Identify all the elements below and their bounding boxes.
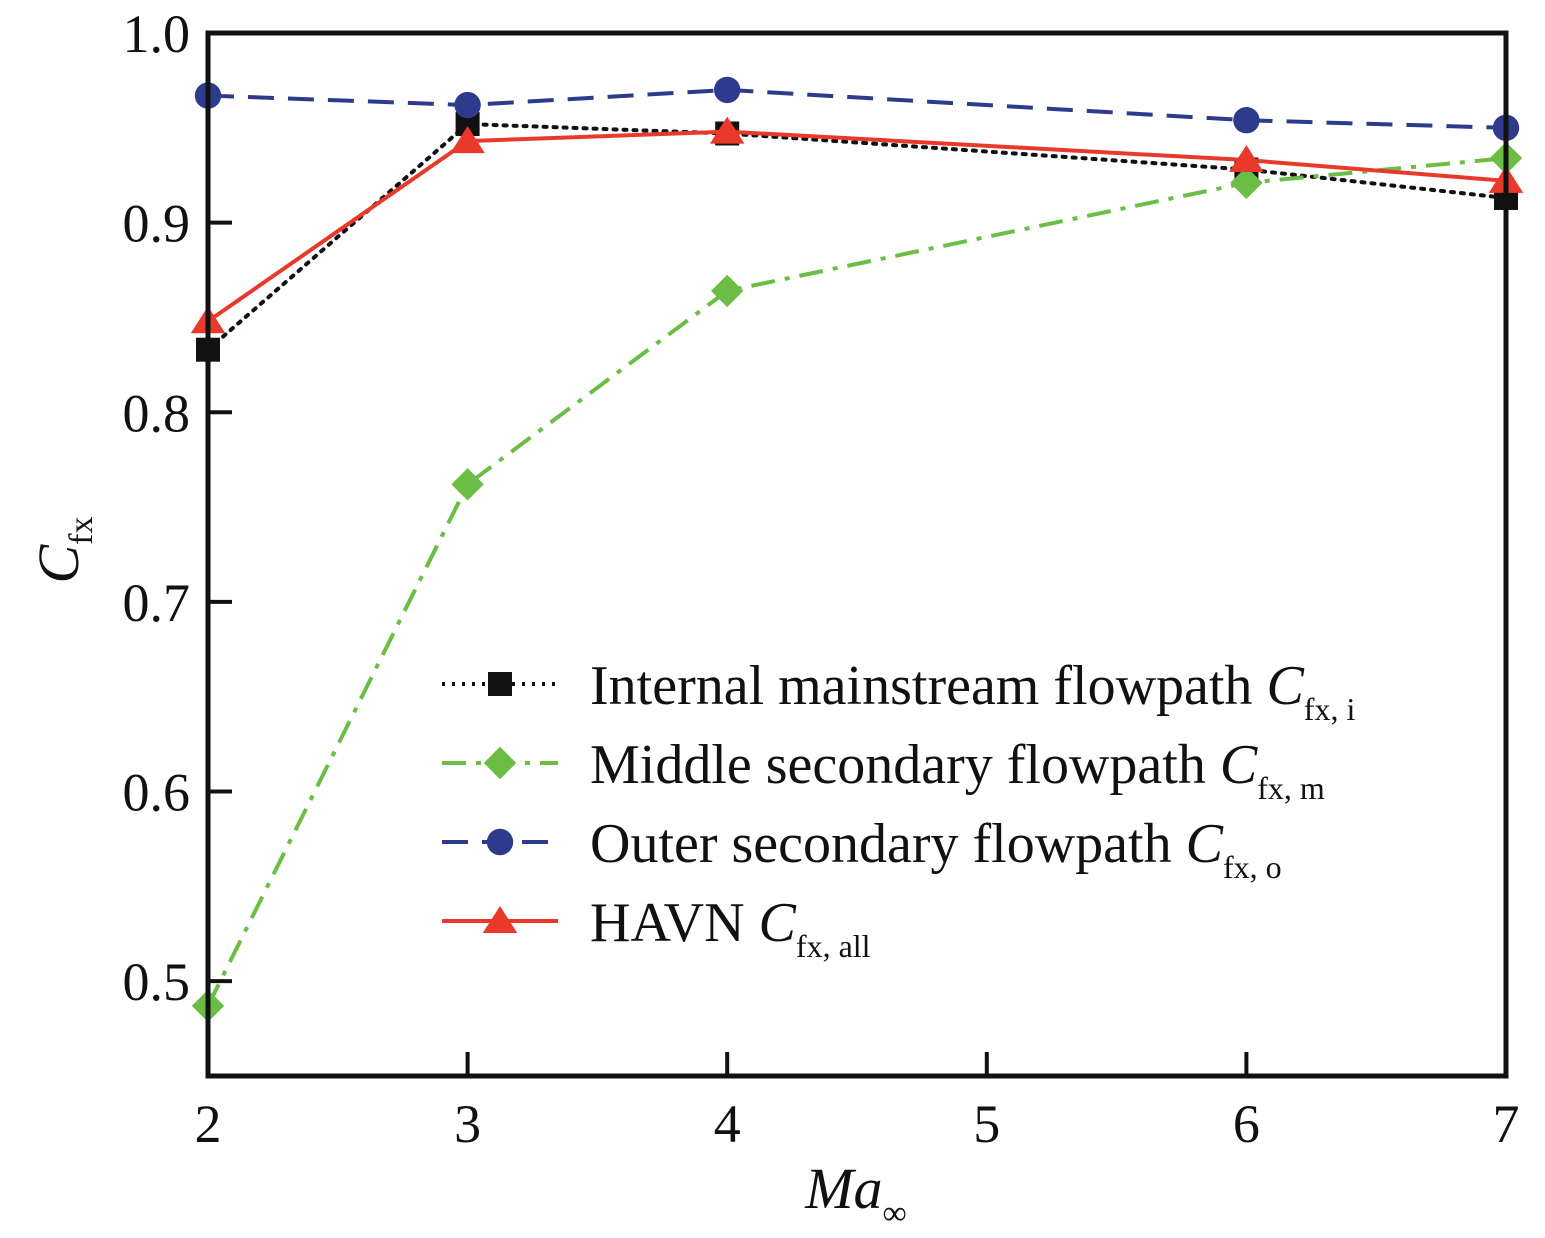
x-tick-label-1: 3 bbox=[454, 1094, 481, 1154]
legend-name-2: Outer secondary flowpath bbox=[590, 813, 1186, 875]
x-tick-label-2: 4 bbox=[714, 1094, 741, 1154]
data-point-s3-1 bbox=[450, 126, 485, 154]
data-point-s2-3 bbox=[1233, 107, 1260, 134]
plot-area bbox=[190, 76, 1524, 1023]
x-tick-label-3: 5 bbox=[973, 1094, 1000, 1154]
legend-subscript-3: fx, all bbox=[796, 928, 871, 964]
legend: Internal mainstream flowpath Cfx, iMiddl… bbox=[442, 655, 1355, 964]
legend-subscript-1: fx, m bbox=[1257, 770, 1325, 806]
data-point-s2-2 bbox=[714, 76, 741, 104]
series-line-1 bbox=[206, 156, 1507, 1007]
legend-name-1: Middle secondary flowpath bbox=[590, 734, 1220, 796]
legend-subscript-2: fx, o bbox=[1223, 849, 1282, 885]
y-tick-label-3: 0.8 bbox=[123, 383, 191, 443]
legend-marker-3 bbox=[482, 906, 518, 933]
data-point-s1-3 bbox=[1230, 166, 1263, 200]
y-tick-label-5: 1.0 bbox=[123, 4, 191, 64]
legend-marker-1 bbox=[483, 746, 517, 780]
data-point-s2-1 bbox=[454, 91, 481, 119]
y-tick-label-4: 0.9 bbox=[123, 194, 191, 254]
series-line-0 bbox=[206, 121, 1508, 352]
legend-name-0: Internal mainstream flowpath bbox=[590, 655, 1266, 717]
y-tick-label-0: 0.5 bbox=[123, 952, 191, 1012]
legend-item-1: Middle secondary flowpath Cfx, m bbox=[442, 734, 1325, 806]
legend-symbol-0: C bbox=[1266, 655, 1304, 717]
legend-marker-0 bbox=[488, 672, 512, 696]
y-axis-title-main: C bbox=[26, 544, 91, 584]
y-tick-label-2: 0.7 bbox=[123, 573, 191, 633]
data-point-s3-2 bbox=[709, 116, 745, 144]
legend-subscript-0: fx, i bbox=[1304, 691, 1356, 727]
legend-label-0: Internal mainstream flowpath Cfx, i bbox=[590, 655, 1355, 727]
axes: 2 3 4 5 6 7 0.5 0.6 0.7 0.8 0.9 1.0 bbox=[123, 4, 1520, 1154]
plot-frame bbox=[205, 30, 1509, 1079]
data-point-s1-1 bbox=[451, 468, 484, 501]
legend-symbol-2: C bbox=[1186, 813, 1224, 875]
legend-label-2: Outer secondary flowpath Cfx, o bbox=[590, 813, 1282, 885]
series-line-2 bbox=[207, 87, 1507, 130]
data-point-s1-2 bbox=[711, 274, 744, 308]
legend-symbol-1: C bbox=[1220, 734, 1258, 796]
x-axis-title-main: Ma bbox=[804, 1156, 882, 1221]
x-tick-label-5: 7 bbox=[1493, 1094, 1520, 1154]
legend-label-3: HAVN Cfx, all bbox=[590, 892, 871, 964]
legend-marker-2 bbox=[486, 828, 514, 856]
x-axis-title-subscript: ∞ bbox=[883, 1195, 907, 1232]
legend-symbol-3: C bbox=[759, 892, 797, 954]
x-tick-label-0: 2 bbox=[195, 1094, 222, 1154]
legend-item-2: Outer secondary flowpath Cfx, o bbox=[442, 813, 1282, 885]
legend-name-3: HAVN bbox=[590, 892, 759, 954]
x-axis-title: Ma∞ bbox=[804, 1156, 907, 1232]
legend-item-0: Internal mainstream flowpath Cfx, i bbox=[442, 655, 1355, 727]
series-line-3 bbox=[206, 129, 1507, 323]
y-axis-title: Cfx bbox=[26, 516, 100, 583]
y-axis-title-subscript: fx bbox=[63, 516, 100, 544]
data-point-s3-3 bbox=[1229, 145, 1264, 173]
y-tick-label-1: 0.6 bbox=[123, 763, 191, 823]
x-tick-label-4: 6 bbox=[1233, 1094, 1260, 1154]
legend-item-3: HAVN Cfx, all bbox=[442, 892, 871, 964]
legend-label-1: Middle secondary flowpath Cfx, m bbox=[590, 734, 1325, 806]
